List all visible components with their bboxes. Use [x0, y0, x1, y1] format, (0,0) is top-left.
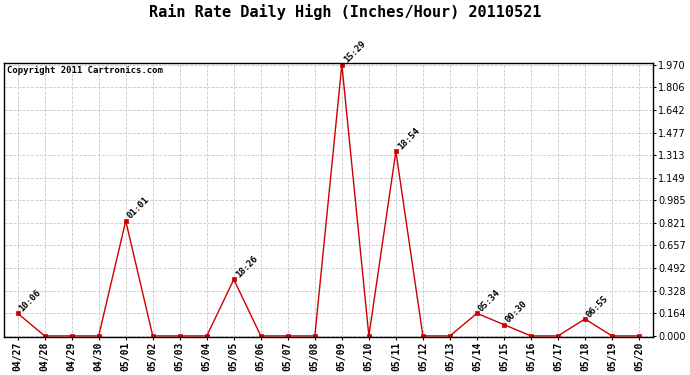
Text: 00:30: 00:30: [504, 299, 529, 325]
Text: 01:01: 01:01: [126, 195, 151, 221]
Text: 18:54: 18:54: [396, 126, 422, 152]
Text: 15:29: 15:29: [342, 39, 367, 64]
Text: 06:55: 06:55: [585, 294, 611, 319]
Text: 10:06: 10:06: [18, 288, 43, 314]
Text: 05:34: 05:34: [477, 288, 502, 314]
Text: 18:26: 18:26: [234, 254, 259, 279]
Text: Rain Rate Daily High (Inches/Hour) 20110521: Rain Rate Daily High (Inches/Hour) 20110…: [149, 4, 541, 20]
Text: Copyright 2011 Cartronics.com: Copyright 2011 Cartronics.com: [8, 66, 164, 75]
